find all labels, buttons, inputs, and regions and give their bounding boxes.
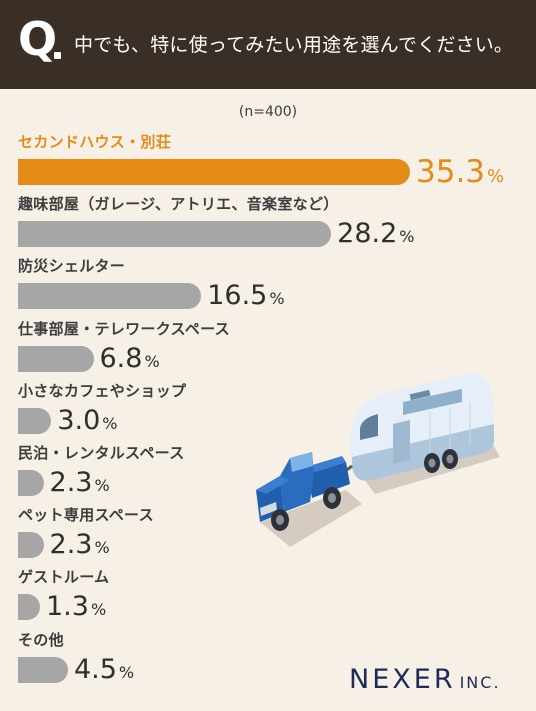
value-label: 16.5% xyxy=(207,282,284,309)
value-label: 2.3% xyxy=(50,469,110,496)
value-label: 4.5% xyxy=(74,656,134,683)
sample-size-label: (n=400) xyxy=(238,104,298,120)
pickup-truck-towing-camper-trailer-icon xyxy=(250,362,500,556)
bar xyxy=(18,470,44,496)
question-mark: Q xyxy=(18,12,58,66)
value-number: 4.5 xyxy=(73,653,117,685)
brand-suffix: INC. xyxy=(459,673,501,692)
category-label: 民泊・レンタルスペース xyxy=(18,444,185,462)
value-label: 28.2% xyxy=(337,220,414,247)
value-label: 3.0% xyxy=(57,407,117,434)
brand-name: NEXER xyxy=(349,664,456,695)
value-label: 2.3% xyxy=(50,531,110,558)
value-unit: % xyxy=(118,662,135,682)
category-label: ペット専用スペース xyxy=(18,506,154,525)
brand-logo: NEXER INC. xyxy=(349,664,501,695)
bar xyxy=(18,221,332,248)
value-label: 1.3% xyxy=(46,593,106,620)
value-unit: % xyxy=(94,538,110,558)
category-label: ゲストルーム xyxy=(18,568,110,587)
value-unit: % xyxy=(269,289,285,309)
value-label: 6.8% xyxy=(100,345,160,372)
category-label: 仕事部屋・テレワークスペース xyxy=(18,319,230,338)
value-unit: % xyxy=(102,413,118,433)
category-label: 小さなカフェやショップ xyxy=(18,381,187,400)
bar xyxy=(18,345,94,372)
question-text: 中でも、特に使ってみたい用途を選んでください。 xyxy=(74,34,514,56)
bar xyxy=(18,656,68,683)
category-label: 趣味部屋（ガレージ、アトリエ、音楽室など） xyxy=(18,195,339,214)
question-mark-dot xyxy=(54,52,61,59)
bar xyxy=(18,159,410,185)
value-number: 28.2 xyxy=(337,218,398,250)
value-unit: % xyxy=(399,227,415,247)
value-number: 2.3 xyxy=(49,467,93,498)
category-label: 防災シェルター xyxy=(18,257,126,276)
bar xyxy=(18,594,40,621)
value-number: 3.0 xyxy=(57,404,101,436)
value-number: 35.3 xyxy=(416,154,486,190)
bar xyxy=(18,283,202,310)
value-number: 16.5 xyxy=(207,280,268,312)
bar xyxy=(18,407,52,434)
value-unit: % xyxy=(487,166,505,187)
value-unit: % xyxy=(144,351,160,371)
value-number: 2.3 xyxy=(49,529,93,561)
bar xyxy=(18,532,44,559)
value-unit: % xyxy=(90,600,107,620)
category-label: その他 xyxy=(18,630,64,649)
value-number: 6.8 xyxy=(99,342,143,374)
value-number: 1.3 xyxy=(46,591,89,623)
value-unit: % xyxy=(94,476,110,495)
value-label: 35.3% xyxy=(416,157,504,188)
question-header: Q 中でも、特に使ってみたい用途を選んでください。 xyxy=(0,0,536,89)
category-label: セカンドハウス・別荘 xyxy=(18,133,172,151)
